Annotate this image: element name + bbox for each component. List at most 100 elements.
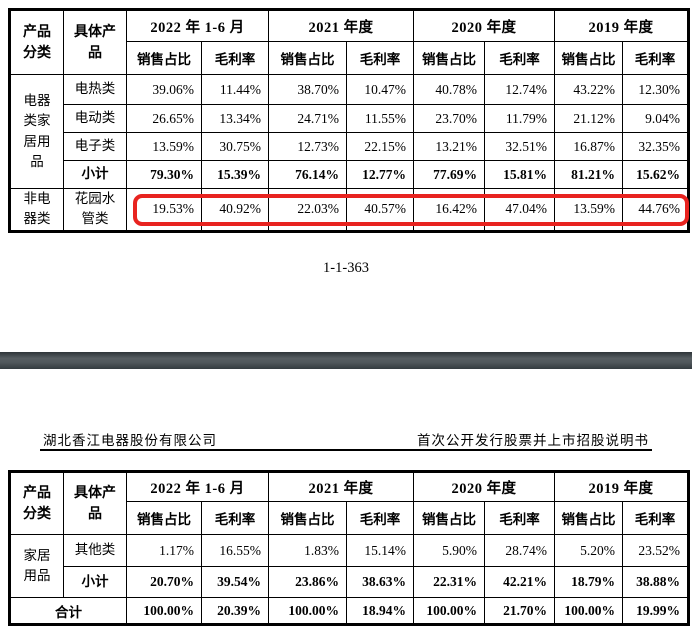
company-name-header: 湖北香江电器股份有限公司 xyxy=(43,433,217,448)
table-header-years: 产品分类 具体产品 2022 年 1-6 月 2021 年度 2020 年度 2… xyxy=(9,9,689,75)
value-cell: 21.70% xyxy=(484,597,555,625)
value-cell: 38.88% xyxy=(622,566,689,598)
value-cell: 15.81% xyxy=(484,160,555,189)
col-header-year-2022: 2022 年 1-6 月 xyxy=(126,471,269,502)
product-cell: 电子类 xyxy=(63,132,127,161)
value-cell: 15.39% xyxy=(201,160,269,189)
product-cell: 电热类 xyxy=(63,74,127,105)
header-rule xyxy=(40,449,652,451)
value-cell: 42.21% xyxy=(484,566,555,598)
subtotal-row: 小计 20.70% 39.54% 23.86% 38.63% 22.31% 42… xyxy=(10,566,689,598)
page-number: 1-1-363 xyxy=(323,260,369,276)
value-cell: 20.70% xyxy=(126,566,202,598)
value-cell: 32.51% xyxy=(484,132,555,161)
value-cell: 16.42% xyxy=(413,188,485,232)
value-cell: 39.54% xyxy=(201,566,269,598)
col-header-year-2021: 2021 年度 xyxy=(268,9,414,42)
col-header-product-class: 产品分类 xyxy=(9,9,64,75)
value-cell: 30.75% xyxy=(201,132,269,161)
col-header-sales-share: 销售占比 xyxy=(413,41,485,75)
product-cell: 花园水管类 xyxy=(63,188,127,232)
value-cell: 13.59% xyxy=(554,188,623,232)
col-header-gross-margin: 毛利率 xyxy=(622,41,689,75)
value-cell: 28.74% xyxy=(484,534,555,567)
value-cell: 77.69% xyxy=(413,160,485,189)
col-header-product-class: 产品分类 xyxy=(9,471,64,535)
col-header-sales-share: 销售占比 xyxy=(554,501,623,535)
value-cell: 44.76% xyxy=(622,188,689,232)
document-title-header: 首次公开发行股票并上市招股说明书 xyxy=(417,433,649,448)
grand-total-label: 合计 xyxy=(9,597,127,625)
value-cell: 20.39% xyxy=(201,597,269,625)
value-cell: 16.55% xyxy=(201,534,269,567)
table-header-years: 产品分类 具体产品 2022 年 1-6 月 2021 年度 2020 年度 2… xyxy=(9,471,689,535)
table-row: 电动类 26.65% 13.34% 24.71% 11.55% 23.70% 1… xyxy=(10,104,689,133)
value-cell: 21.12% xyxy=(554,104,623,133)
subtotal-label: 小计 xyxy=(63,566,127,598)
value-cell: 23.52% xyxy=(622,534,689,567)
value-cell: 9.04% xyxy=(622,104,689,133)
value-cell: 79.30% xyxy=(126,160,202,189)
value-cell: 18.94% xyxy=(346,597,414,625)
value-cell: 32.35% xyxy=(622,132,689,161)
col-header-year-2020: 2020 年度 xyxy=(413,471,555,502)
value-cell: 12.74% xyxy=(484,74,555,105)
product-margin-table-upper: 产品分类 具体产品 2022 年 1-6 月 2021 年度 2020 年度 2… xyxy=(8,8,690,233)
page-break-divider xyxy=(0,352,692,369)
col-header-gross-margin: 毛利率 xyxy=(484,501,555,535)
value-cell: 100.00% xyxy=(268,597,347,625)
col-header-gross-margin: 毛利率 xyxy=(346,41,414,75)
value-cell: 5.90% xyxy=(413,534,485,567)
value-cell: 15.62% xyxy=(622,160,689,189)
col-header-year-2019: 2019 年度 xyxy=(554,471,689,502)
value-cell: 24.71% xyxy=(268,104,347,133)
col-header-sales-share: 销售占比 xyxy=(268,41,347,75)
value-cell: 1.83% xyxy=(268,534,347,567)
value-cell: 12.77% xyxy=(346,160,414,189)
value-cell: 100.00% xyxy=(554,597,623,625)
value-cell: 11.44% xyxy=(201,74,269,105)
value-cell: 19.53% xyxy=(126,188,202,232)
value-cell: 13.21% xyxy=(413,132,485,161)
col-header-gross-margin: 毛利率 xyxy=(622,501,689,535)
col-header-sales-share: 销售占比 xyxy=(268,501,347,535)
col-header-gross-margin: 毛利率 xyxy=(484,41,555,75)
value-cell: 15.14% xyxy=(346,534,414,567)
product-cell: 电动类 xyxy=(63,104,127,133)
highlighted-row: 非电器类 花园水管类 19.53% 40.92% 22.03% 40.57% 1… xyxy=(9,188,689,232)
value-cell: 38.70% xyxy=(268,74,347,105)
value-cell: 40.78% xyxy=(413,74,485,105)
value-cell: 12.30% xyxy=(622,74,689,105)
table-row: 家居用品 其他类 1.17% 16.55% 1.83% 15.14% 5.90%… xyxy=(9,534,689,598)
value-cell: 22.15% xyxy=(346,132,414,161)
value-cell: 47.04% xyxy=(484,188,555,232)
value-cell: 11.79% xyxy=(484,104,555,133)
col-header-sales-share: 销售占比 xyxy=(126,41,202,75)
col-header-gross-margin: 毛利率 xyxy=(201,41,269,75)
category-cell-electric: 电器类家居用品 xyxy=(9,74,64,189)
value-cell: 23.70% xyxy=(413,104,485,133)
value-cell: 5.20% xyxy=(554,534,623,567)
value-cell: 26.65% xyxy=(126,104,202,133)
col-header-gross-margin: 毛利率 xyxy=(201,501,269,535)
value-cell: 1.17% xyxy=(126,534,202,567)
value-cell: 22.31% xyxy=(413,566,485,598)
grand-total-row: 合计 100.00% 20.39% 100.00% 18.94% 100.00%… xyxy=(9,597,689,625)
value-cell: 76.14% xyxy=(268,160,347,189)
table-row: 电器类家居用品 电热类 39.06% 11.44% 38.70% 10.47% … xyxy=(9,74,689,189)
col-header-sales-share: 销售占比 xyxy=(413,501,485,535)
value-cell: 22.03% xyxy=(268,188,347,232)
col-header-sales-share: 销售占比 xyxy=(554,41,623,75)
value-cell: 18.79% xyxy=(554,566,623,598)
value-cell: 100.00% xyxy=(413,597,485,625)
col-header-sales-share: 销售占比 xyxy=(126,501,202,535)
value-cell: 16.87% xyxy=(554,132,623,161)
value-cell: 10.47% xyxy=(346,74,414,105)
value-cell: 38.63% xyxy=(346,566,414,598)
col-header-year-2021: 2021 年度 xyxy=(268,471,414,502)
col-header-year-2022: 2022 年 1-6 月 xyxy=(126,9,269,42)
value-cell: 39.06% xyxy=(126,74,202,105)
col-header-year-2019: 2019 年度 xyxy=(554,9,689,42)
subtotal-row: 小计 79.30% 15.39% 76.14% 12.77% 77.69% 15… xyxy=(10,160,689,189)
